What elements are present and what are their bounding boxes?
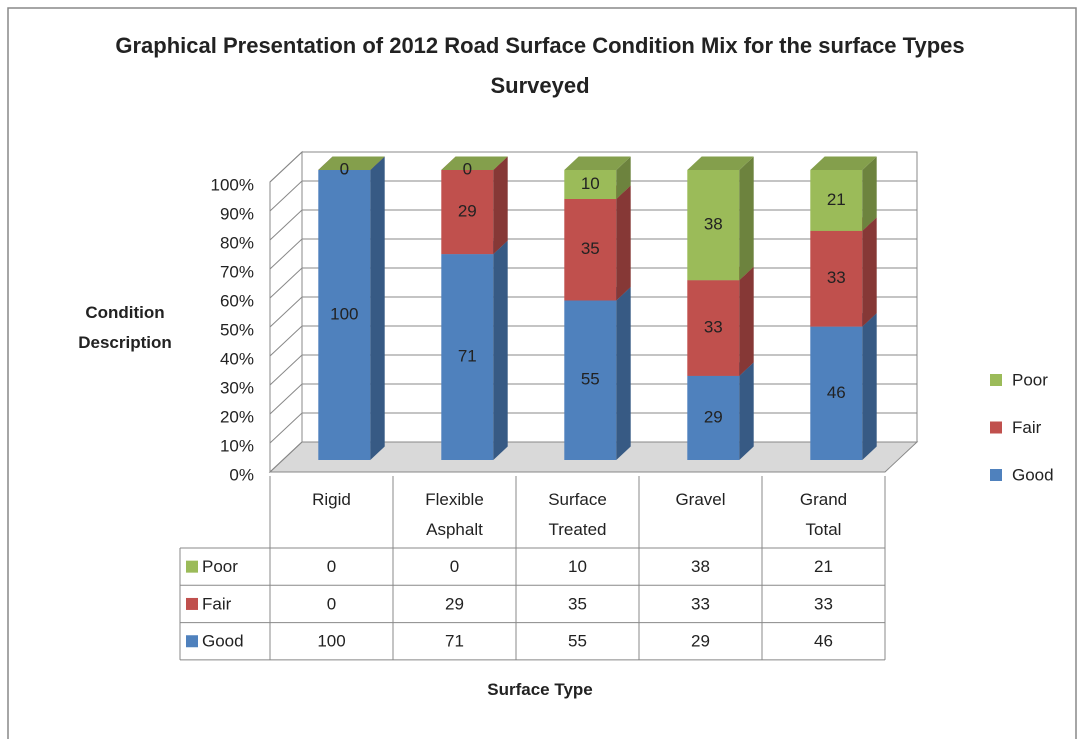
chart-title: Graphical Presentation of 2012 Road Surf…	[115, 33, 965, 98]
table-row-label: Fair	[202, 594, 232, 613]
data-label: 71	[458, 347, 477, 366]
data-label: 100	[330, 304, 358, 323]
table-row-label: Poor	[202, 557, 238, 576]
data-label: 0	[340, 159, 349, 178]
x-tick-label: Surface Treated	[548, 490, 607, 539]
table-cell: 33	[691, 594, 710, 613]
bar-side	[616, 156, 631, 199]
bar-side	[739, 156, 754, 281]
bar-front	[441, 254, 494, 460]
y-tick-label: 60%	[220, 291, 254, 310]
bar-front	[687, 375, 740, 460]
bar-front	[564, 300, 617, 460]
bar-front	[810, 170, 863, 231]
bar-side	[616, 185, 631, 301]
table-legend-key	[186, 560, 198, 573]
y-tick-label: 70%	[220, 262, 254, 281]
bar-top	[687, 156, 754, 170]
y-tick-label: 0%	[229, 465, 254, 484]
bar-front	[564, 170, 617, 199]
y-tick-label: 40%	[220, 349, 254, 368]
data-label: 33	[827, 268, 846, 287]
table-cell: 38	[691, 557, 710, 576]
bar-front	[810, 326, 863, 460]
legend-label: Good	[1012, 465, 1054, 484]
table-cell: 0	[450, 557, 459, 576]
legend-key	[990, 469, 1002, 481]
table-legend-key	[186, 597, 198, 610]
bar-top	[441, 156, 508, 170]
bar-front	[810, 230, 863, 327]
table-cell: 55	[568, 632, 587, 651]
table-cell: 21	[814, 557, 833, 576]
table-cell: 10	[568, 557, 587, 576]
table-cell: 46	[814, 632, 833, 651]
bar-front	[564, 199, 617, 301]
table-cell: 29	[445, 594, 464, 613]
y-tick-label: 50%	[220, 320, 254, 339]
x-tick-label: Gravel	[675, 490, 726, 509]
y-axis-label: Condition Description	[78, 303, 172, 352]
x-tick-label: Flexible Asphalt	[425, 490, 484, 539]
legend-key	[990, 421, 1002, 434]
data-label: 33	[704, 318, 723, 337]
grid-line	[269, 151, 917, 183]
data-label: 55	[581, 370, 600, 389]
x-tick-label: Grand Total	[799, 490, 848, 539]
bar-side	[862, 156, 877, 231]
bar-top	[564, 156, 631, 170]
y-tick-label: 10%	[220, 436, 254, 455]
x-axis-label: Surface Type	[487, 680, 593, 699]
data-label: 10	[581, 174, 600, 193]
table-cell: 0	[327, 557, 336, 576]
data-label: 21	[827, 190, 846, 209]
data-label: 0	[463, 159, 472, 178]
bar-side	[493, 240, 508, 460]
table-cell: 100	[317, 632, 345, 651]
bar-side	[370, 156, 385, 460]
y-tick-label: 90%	[220, 204, 254, 223]
bar-front	[318, 170, 371, 460]
y-tick-label: 100%	[211, 175, 254, 194]
bar-front	[441, 170, 494, 255]
table-row-label: Good	[202, 632, 244, 651]
table-cell: 71	[445, 632, 464, 651]
data-label: 29	[458, 202, 477, 221]
bar-side	[616, 287, 631, 460]
data-label: 46	[827, 383, 846, 402]
bar-top	[810, 156, 877, 170]
bar-side	[862, 313, 877, 460]
bar-front	[687, 170, 740, 281]
legend-label: Poor	[1012, 370, 1048, 389]
bar-side	[862, 217, 877, 327]
bar-top	[318, 156, 385, 170]
table-legend-key	[186, 635, 198, 648]
y-tick-label: 30%	[220, 378, 254, 397]
legend-label: Fair	[1012, 418, 1042, 437]
x-tick-label: Rigid	[312, 490, 351, 509]
bar-front	[687, 280, 740, 376]
data-label: 35	[581, 239, 600, 258]
table-cell: 33	[814, 594, 833, 613]
bar-side	[493, 156, 508, 255]
bar-side	[739, 362, 754, 460]
y-tick-label: 20%	[220, 407, 254, 426]
table-cell: 29	[691, 632, 710, 651]
data-label: 38	[704, 215, 723, 234]
table-cell: 35	[568, 594, 587, 613]
bar-side	[739, 266, 754, 376]
y-tick-label: 80%	[220, 233, 254, 252]
legend-key	[990, 374, 1002, 386]
table-cell: 0	[327, 594, 336, 613]
data-label: 29	[704, 407, 723, 426]
